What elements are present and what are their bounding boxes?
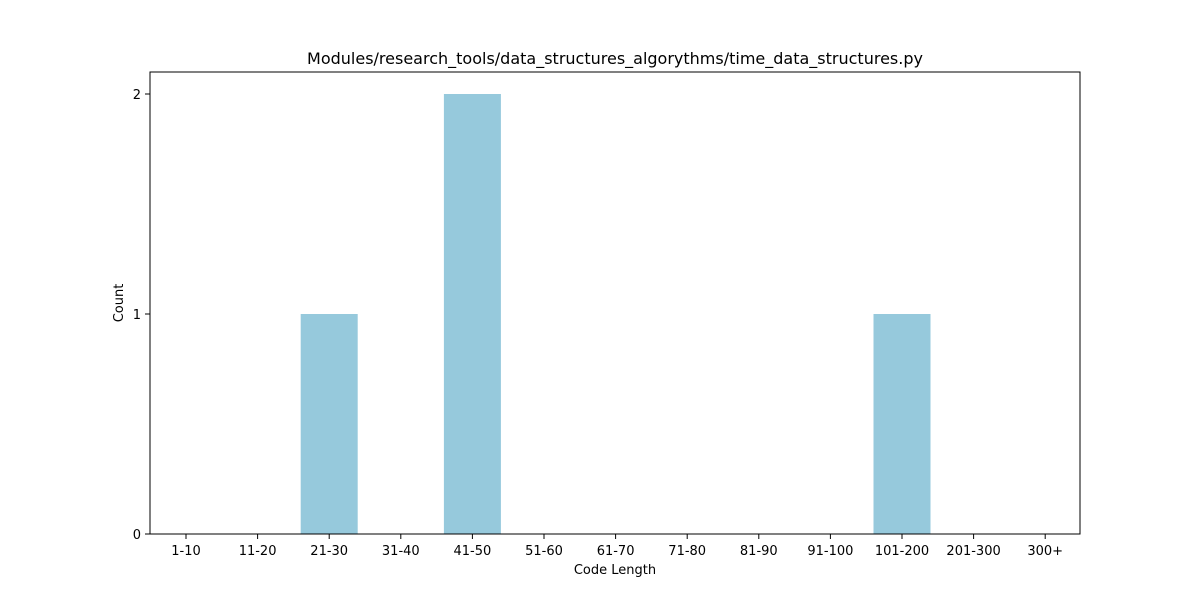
bars-layer [300,94,931,534]
x-tick-label: 41-50 [454,544,492,559]
x-tick-label: 31-40 [382,544,420,559]
bar-101-200 [873,314,931,534]
chart-title: Modules/research_tools/data_structures_a… [307,49,923,69]
y-tick-label: 2 [133,88,141,103]
x-tick-label: 300+ [1027,544,1063,559]
y-axis-label: Count [112,284,127,323]
x-tick-label: 201-300 [946,544,1000,559]
x-tick-label: 1-10 [171,544,201,559]
plot-area-frame [149,71,1081,535]
x-axis-label: Code Length [574,563,656,578]
x-tick-label: 71-80 [668,544,706,559]
x-tick-label: 101-200 [875,544,929,559]
x-axis-ticks: 1-10 11-20 21-30 31-40 41-50 51-60 61-70 71-80 8… [171,534,1063,559]
y-tick-label: 0 [133,528,141,543]
x-tick-label: 11-20 [239,544,277,559]
x-tick-label: 91-100 [807,544,853,559]
y-tick-label: 1 [133,308,141,323]
x-tick-label: 61-70 [597,544,635,559]
x-tick-label: 51-60 [525,544,563,559]
y-axis-ticks: 0 1 2 [133,88,150,543]
x-tick-label: 81-90 [740,544,778,559]
bar-41-50 [443,94,501,534]
x-tick-label: 21-30 [310,544,348,559]
bar-21-30 [300,314,358,534]
